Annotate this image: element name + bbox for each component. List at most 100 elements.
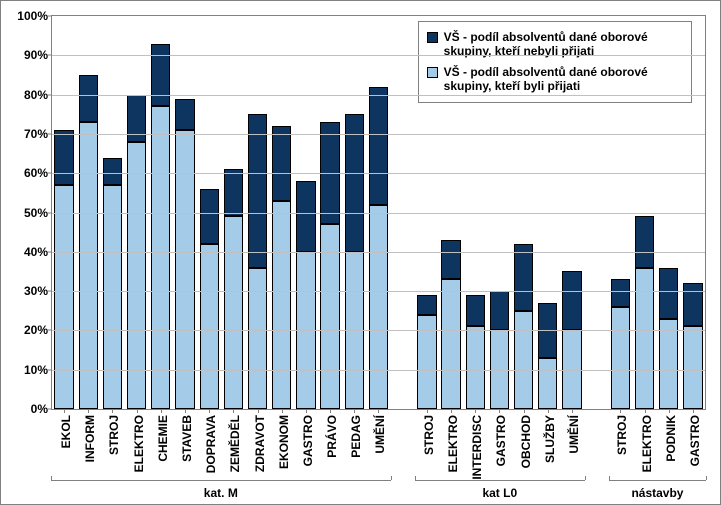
x-tick-label: GASTRO: [494, 415, 508, 466]
y-tick-label: 60%: [24, 166, 48, 180]
gridline: [52, 173, 705, 174]
y-tick-mark: [48, 251, 52, 252]
y-tick-mark: [48, 55, 52, 56]
y-tick-mark: [48, 369, 52, 370]
bar-segment-not_accepted: [683, 283, 702, 326]
x-tick-label: ELEKTRO: [446, 415, 460, 472]
bar-segment-not_accepted: [441, 240, 460, 279]
x-tick-label: SLUŽBY: [543, 415, 557, 463]
bar-segment-not_accepted: [514, 244, 533, 311]
group-line: [609, 480, 706, 481]
gridline: [52, 409, 705, 410]
x-tick-label: ZDRAVOT: [253, 415, 267, 472]
gridline: [52, 134, 705, 135]
legend-swatch: [427, 67, 438, 78]
y-tick-mark: [48, 173, 52, 174]
x-tick-label: DOPRAVA: [204, 415, 218, 473]
bar-segment-accepted: [417, 315, 436, 409]
x-tick-label: GASTRO: [688, 415, 702, 466]
gridline: [52, 16, 705, 17]
gridline: [52, 330, 705, 331]
bar-segment-accepted: [248, 268, 267, 409]
x-tick-label: GASTRO: [301, 415, 315, 466]
bar-segment-not_accepted: [175, 99, 194, 130]
gridline: [52, 291, 705, 292]
bar-segment-accepted: [659, 319, 678, 409]
bar-segment-not_accepted: [79, 75, 98, 122]
group-label: kat. M: [204, 486, 238, 500]
chart-container: EKOL INFORM STROJ ELEKTRO CHEMIE STAVEB DOPRAV…: [0, 0, 721, 505]
bar-segment-not_accepted: [345, 114, 364, 252]
bar-segment-not_accepted: [54, 130, 73, 185]
gridline: [52, 252, 705, 253]
legend-item: VŠ - podíl absolventů dané oborové skupi…: [427, 65, 683, 94]
y-tick-label: 80%: [24, 88, 48, 102]
x-tick-label: ELEKTRO: [132, 415, 146, 472]
bar-segment-accepted: [272, 201, 291, 409]
group-line: [609, 476, 610, 480]
gridline: [52, 95, 705, 96]
legend-label: VŠ - podíl absolventů dané oborové skupi…: [444, 65, 683, 94]
bar-segment-accepted: [200, 244, 219, 409]
bar-segment-accepted: [683, 326, 702, 409]
bar-segment-accepted: [103, 185, 122, 409]
group-line: [585, 476, 586, 480]
bar-segment-not_accepted: [466, 295, 485, 326]
x-tick-label: PRÁVO: [325, 415, 339, 458]
bar-segment-not_accepted: [611, 279, 630, 307]
x-tick-label: UMĚNÍ: [567, 415, 581, 454]
x-tick-label: PODNIK: [664, 415, 678, 462]
y-tick-label: 70%: [24, 127, 48, 141]
x-tick-label: INFORM: [83, 415, 97, 462]
group-label: kat L0: [482, 486, 517, 500]
gridline: [52, 370, 705, 371]
group-line: [51, 480, 391, 481]
x-tick-label: INTERDISC: [470, 415, 484, 480]
y-tick-mark: [48, 133, 52, 134]
bar-segment-not_accepted: [490, 291, 509, 330]
x-tick-label: UMĚNÍ: [373, 415, 387, 454]
bar-segment-not_accepted: [659, 268, 678, 319]
y-tick-label: 20%: [24, 323, 48, 337]
y-tick-label: 100%: [17, 9, 48, 23]
x-tick-label: STROJ: [615, 415, 629, 455]
bar-segment-accepted: [151, 106, 170, 409]
bar-segment-not_accepted: [562, 271, 581, 330]
bar-segment-not_accepted: [369, 87, 388, 205]
x-tick-label: EKONOM: [277, 415, 291, 469]
legend-swatch: [427, 32, 438, 43]
group-label: nástavby: [631, 486, 683, 500]
x-tick-label: ZEMĚDĚL: [228, 415, 242, 472]
bar-segment-accepted: [54, 185, 73, 409]
group-line: [415, 476, 416, 480]
x-tick-label: STROJ: [422, 415, 436, 455]
legend: VŠ - podíl absolventů dané oborové skupi…: [418, 21, 692, 103]
x-tick-label: STROJ: [107, 415, 121, 455]
bar-segment-not_accepted: [272, 126, 291, 201]
y-tick-mark: [48, 94, 52, 95]
bar-segment-not_accepted: [151, 44, 170, 107]
x-tick-label: CHEMIE: [156, 415, 170, 462]
bar-segment-not_accepted: [224, 169, 243, 216]
group-axis: kat. M kat L0 nástavby: [51, 480, 706, 504]
bar-segment-not_accepted: [103, 158, 122, 186]
bar-segment-accepted: [175, 130, 194, 409]
y-tick-mark: [48, 291, 52, 292]
bar-segment-accepted: [369, 205, 388, 409]
x-tick-label: PEDAG: [349, 415, 363, 458]
bar-segment-accepted: [514, 311, 533, 409]
y-tick-label: 50%: [24, 206, 48, 220]
x-tick-label: EKOL: [59, 415, 73, 448]
bar-segment-accepted: [635, 268, 654, 409]
y-tick-label: 40%: [24, 245, 48, 259]
x-tick-label: STAVEB: [180, 415, 194, 462]
y-tick-label: 90%: [24, 48, 48, 62]
y-tick-mark: [48, 212, 52, 213]
bar-segment-accepted: [441, 279, 460, 409]
gridline: [52, 213, 705, 214]
y-tick-mark: [48, 409, 52, 410]
group-line: [51, 476, 52, 480]
group-line: [391, 476, 392, 480]
y-tick-mark: [48, 330, 52, 331]
gridline: [52, 55, 705, 56]
